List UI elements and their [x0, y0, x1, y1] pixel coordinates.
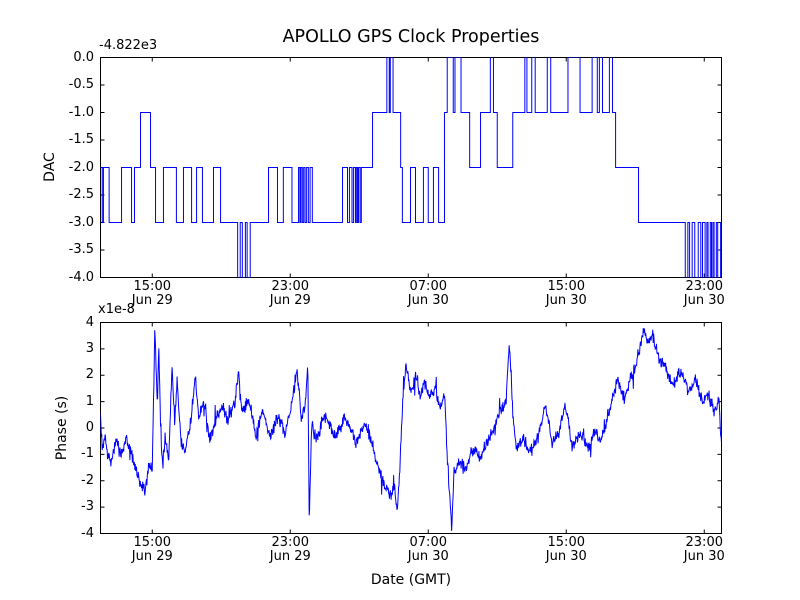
- chart-title: APOLLO GPS Clock Properties: [282, 27, 540, 47]
- dac-x-tick-label: 23:00 Jun 29: [254, 280, 326, 307]
- x-axis-label: Date (GMT): [370, 572, 452, 588]
- phase-x-tick-label: 15:00 Jun 29: [116, 536, 188, 563]
- x-tick-date: Jun 30: [545, 292, 587, 308]
- x-tick-time: 15:00: [547, 279, 585, 294]
- dac-plot-axes: [100, 57, 722, 278]
- phase-y-multiplier-label: x1e-8: [98, 302, 135, 317]
- dac-x-tick-label: 23:00 Jun 30: [668, 280, 740, 307]
- x-tick-time: 07:00: [409, 535, 447, 550]
- x-tick-time: 15:00: [547, 535, 585, 550]
- x-tick-date: Jun 30: [683, 548, 725, 564]
- x-tick-date: Jun 30: [407, 548, 449, 564]
- axes-spines: [100, 322, 722, 534]
- dac-series-line: [100, 57, 722, 278]
- dac-y-tick-label: -1.0: [68, 104, 94, 120]
- dac-y-tick-label: -2.0: [68, 159, 94, 175]
- phase-x-tick-label: 15:00 Jun 30: [530, 536, 602, 563]
- dac-x-tick-label: 15:00 Jun 29: [116, 280, 188, 307]
- x-tick-time: 15:00: [133, 279, 171, 294]
- dac-y-tick-label: -1.5: [68, 132, 94, 147]
- phase-series-line: [100, 327, 722, 531]
- x-tick-date: Jun 30: [407, 292, 449, 308]
- tick-marks: [100, 322, 722, 534]
- phase-y-tick-label: -1: [81, 446, 94, 462]
- x-tick-time: 07:00: [409, 279, 447, 294]
- x-tick-date: Jun 29: [269, 548, 311, 564]
- phase-y-tick-label: 1: [85, 393, 94, 409]
- dac-y-tick-label: -3.0: [68, 214, 94, 230]
- phase-y-tick-label: 3: [85, 340, 94, 356]
- dac-y-tick-label: -3.5: [68, 242, 94, 257]
- dac-y-tick-label: -2.5: [68, 187, 94, 202]
- phase-x-tick-label: 07:00 Jun 30: [392, 536, 464, 563]
- phase-y-tick-label: -4: [81, 525, 94, 541]
- x-tick-date: Jun 29: [131, 548, 173, 564]
- dac-x-tick-label: 15:00 Jun 30: [530, 280, 602, 307]
- phase-y-tick-label: -2: [81, 472, 94, 488]
- dac-y-offset-label: -4.822e3: [99, 38, 158, 53]
- x-tick-date: Jun 29: [269, 292, 311, 308]
- phase-y-tick-label: 4: [85, 314, 94, 330]
- x-tick-time: 23:00: [271, 279, 309, 294]
- x-tick-date: Jun 30: [545, 548, 587, 564]
- phase-y-tick-label: 0: [85, 420, 94, 435]
- phase-y-tick-label: -3: [81, 499, 94, 515]
- phase-y-tick-label: 2: [85, 367, 94, 383]
- dac-x-tick-label: 07:00 Jun 30: [392, 280, 464, 307]
- phase-x-tick-label: 23:00 Jun 29: [254, 536, 326, 563]
- x-tick-time: 15:00: [133, 535, 171, 550]
- x-tick-date: Jun 30: [683, 292, 725, 308]
- x-tick-time: 23:00: [271, 535, 309, 550]
- x-tick-time: 23:00: [685, 279, 723, 294]
- phase-x-tick-label: 23:00 Jun 30: [668, 536, 740, 563]
- x-tick-time: 23:00: [685, 535, 723, 550]
- x-tick-date: Jun 29: [131, 292, 173, 308]
- phase-plot-axes: [100, 322, 722, 534]
- dac-y-tick-label: 0.0: [73, 49, 94, 65]
- dac-y-tick-label: -4.0: [68, 269, 94, 285]
- dac-y-tick-label: -0.5: [68, 77, 94, 92]
